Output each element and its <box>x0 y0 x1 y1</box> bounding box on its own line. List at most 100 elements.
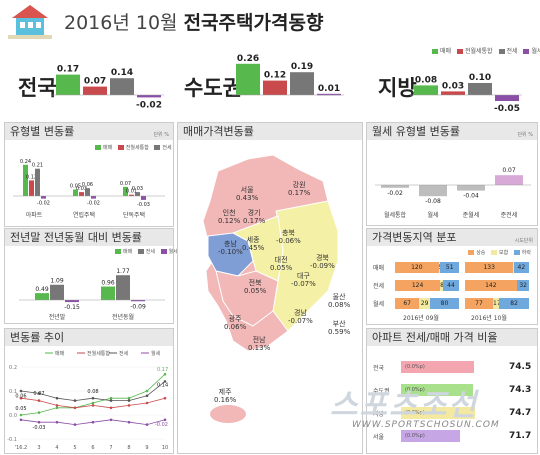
bar-매매 <box>414 85 438 95</box>
map-region-value: 0.12% <box>218 217 241 225</box>
bar-value-label: -0.02 <box>136 100 162 110</box>
panel-rent-type: 월세 유형별 변동률 단위 % -0.02 월세통합 -0.08 월세 -0.04 준월세… <box>366 122 538 226</box>
bar-전세 <box>468 83 492 95</box>
series-point <box>73 406 77 410</box>
series-point <box>145 389 149 393</box>
bar-value-label: 0.07 <box>84 77 106 87</box>
bar-연립주택-전월세통합 <box>79 192 84 196</box>
panel-map: 매매가격변동률 서울 0.43% 강원 0.17% 인천 0.12% 경기 0.17% 세종 0.… <box>177 122 363 454</box>
panel-type-change: 유형별 변동률 단위 % 매매 전월세통합 전세 월세 0.240.120.21… <box>4 122 194 227</box>
bar-아파트-매매 <box>23 164 28 196</box>
bar-월세통합 <box>381 185 409 188</box>
bar-전년말-매매 <box>35 293 49 300</box>
bar-연립주택-전세 <box>85 188 90 196</box>
page-title: 2016년 10월 전국주택가격동향 <box>64 12 324 34</box>
map-region-name: 충북 <box>281 229 295 237</box>
map-region-value: 0.17% <box>288 189 311 197</box>
map-region-name: 강원 <box>292 181 306 189</box>
series-point <box>91 401 95 405</box>
series-point <box>55 404 59 407</box>
bar-value-label: 0.07 <box>120 181 131 187</box>
data-label: 0.07 <box>33 391 44 397</box>
map-region-value: 0.06% <box>224 323 247 331</box>
bar-value-label: -0.03 <box>137 202 150 208</box>
map-region-value: -0.09% <box>310 262 335 270</box>
panel-distribution: 가격변동지역 분포 시도단위 상승 보합 하락 매매 120551 133 142 전세… <box>366 228 538 325</box>
map-region-value: 0.16% <box>214 396 237 404</box>
bar-준전세 <box>495 175 523 185</box>
bar-value-label: 0.08 <box>415 75 437 85</box>
map-region-name: 제주 <box>218 388 232 396</box>
category-label: 단독주택 <box>123 211 145 219</box>
map-region-강원: 강원 0.17% <box>288 181 310 197</box>
dist-segment: 42 <box>513 262 529 273</box>
dist-segment: 133 <box>465 262 514 273</box>
bar-value-label: 0.12 <box>26 174 37 180</box>
dist-row-label: 전세 <box>373 283 385 290</box>
map-region-광주: 광주 0.06% <box>224 315 246 331</box>
dist-segment: 32 <box>517 280 529 291</box>
legend-label: 전월세통합 <box>87 350 110 357</box>
unit-label: 시도단위 <box>514 238 533 244</box>
y-tick-label: 0.0 <box>9 413 17 419</box>
y-tick-label: -0.1 <box>7 437 17 443</box>
map-region-세종: 세종 0.45% <box>242 236 264 252</box>
y-tick-label: 0.1 <box>9 389 17 395</box>
data-label: -0.02 <box>155 422 168 428</box>
bar-value-label: 1.77 <box>116 268 130 275</box>
bar-아파트-월세 <box>41 196 46 199</box>
bar-value-label: 0.14 <box>111 68 133 78</box>
bar-value-label: 0.06 <box>82 182 93 188</box>
dist-segment: 2 <box>516 280 518 291</box>
bar-단독주택-매매 <box>123 186 128 196</box>
panel-title: 아파트 전세/매매 가격 비율 <box>367 329 537 346</box>
x-tick-label: 6 <box>91 445 94 451</box>
series-point <box>145 423 149 426</box>
map-region-서울: 서울 0.43% <box>236 186 258 202</box>
map-region-name: 충남 <box>223 240 237 248</box>
bar-value-label: 0.21 <box>32 163 43 169</box>
map-region-대전: 대전 0.05% <box>270 256 292 272</box>
bar-매매 <box>56 74 80 95</box>
series-point <box>145 401 149 405</box>
yoy-chart: 0.491.09 -0.15 전년말 0.961.77 -0.09 전년동월 <box>19 268 165 321</box>
x-tick-label: 3 <box>37 445 40 451</box>
house-icon <box>8 5 52 39</box>
region-title-local: 지방 <box>378 76 417 100</box>
ratio-change: (0.0%p) <box>405 433 425 439</box>
bar-전년동월-월세 <box>131 300 145 302</box>
bar-value-label: 0.03 <box>132 186 143 192</box>
bar-value-label: -0.02 <box>37 201 50 207</box>
legend-label: 매매 <box>55 350 65 357</box>
map-region-전북: 전북 0.05% <box>244 279 266 295</box>
series-point <box>127 399 131 402</box>
map-region-인천: 인천 0.12% <box>218 209 240 225</box>
series-point <box>55 406 59 410</box>
legend: 매매 전세 월세 <box>111 248 178 255</box>
bar-연립주택-매매 <box>73 189 78 196</box>
bar-value-label: 0.49 <box>35 286 49 293</box>
series-point <box>109 418 113 422</box>
bar-value-label: 0.05 <box>70 184 81 190</box>
bar-value-label: -0.09 <box>130 303 146 310</box>
series-point <box>163 396 167 400</box>
series-point <box>73 399 77 402</box>
series-point <box>163 372 167 376</box>
map-region-울산: 울산 0.08% <box>328 293 350 309</box>
category-label: 준전세 <box>501 211 518 219</box>
region-title-national: 전국 <box>18 76 57 100</box>
ratio-label: 지방 <box>373 411 385 418</box>
bar-value-label: 0.01 <box>318 84 340 94</box>
bar-value-label: -0.08 <box>425 198 441 205</box>
trend-chart: 매매 전월세통합 전세 월세 0.2 0.1 0.0 -0.1 '16.2 3 4 5 6 7 8 9 10 0.… <box>7 350 168 451</box>
map-region-부산: 부산 0.59% <box>328 320 350 336</box>
bar-value-label: 0.19 <box>291 62 313 72</box>
legend-label: 전세 <box>119 350 129 357</box>
bar-전년동월-전세 <box>116 275 130 300</box>
map-region-value: 0.08% <box>328 301 351 309</box>
ratio-bar <box>401 407 475 419</box>
bar-value-label: -0.02 <box>87 201 100 207</box>
x-tick-label: 7 <box>109 445 112 451</box>
category-label: 월세통합 <box>384 211 407 219</box>
dist-row-label: 월세 <box>373 301 385 308</box>
